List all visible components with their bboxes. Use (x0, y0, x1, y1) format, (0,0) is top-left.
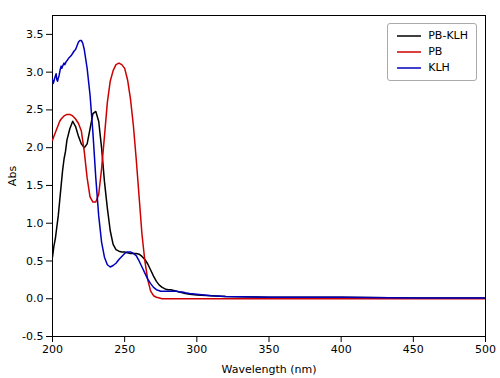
html-text:PB-KLH: PB-KLH (428, 29, 468, 42)
html-text:KLH: KLH (428, 61, 450, 74)
svg-text:2.0: 2.0 (26, 141, 44, 154)
svg-text:2.5: 2.5 (26, 103, 44, 116)
svg-text:400: 400 (331, 343, 352, 356)
svg-text:1.5: 1.5 (26, 179, 44, 192)
svg-text:200: 200 (42, 343, 63, 356)
svg-text:3.5: 3.5 (26, 28, 44, 41)
svg-text:0.5: 0.5 (26, 254, 44, 267)
svg-text:500: 500 (475, 343, 496, 356)
svg-text:Wavelength (nm): Wavelength (nm) (221, 363, 316, 376)
svg-text:300: 300 (186, 343, 207, 356)
svg-text:0.0: 0.0 (26, 292, 44, 305)
svg-text:3.0: 3.0 (26, 66, 44, 79)
svg-text:250: 250 (114, 343, 135, 356)
svg-text:1.0: 1.0 (26, 217, 44, 230)
svg-text:450: 450 (403, 343, 424, 356)
html-text:PB: PB (428, 45, 443, 58)
svg-text:350: 350 (259, 343, 280, 356)
svg-text:-0.5: -0.5 (22, 330, 43, 343)
svg-text:Abs: Abs (6, 166, 19, 187)
